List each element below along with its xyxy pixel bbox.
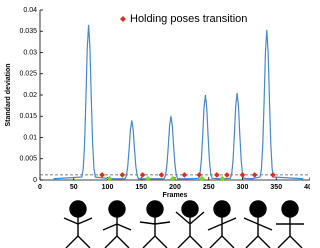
chart: Standard deviation Frames 0 0.005 0.01 0.01… <box>0 0 310 248</box>
x-tick-label: 100 <box>102 184 114 191</box>
line <box>54 25 304 179</box>
marker <box>145 176 151 182</box>
x-axis-label: Frames <box>163 192 188 199</box>
marker <box>99 172 105 178</box>
x-tick-label: 50 <box>70 184 78 191</box>
x-tick-label: 200 <box>169 184 181 191</box>
y-tick-label: 0.005 <box>19 156 37 163</box>
y-tick-label: 0.035 <box>19 28 37 35</box>
x-tick-label: 400 <box>304 184 310 191</box>
legend-marker <box>120 16 126 22</box>
marker <box>159 172 165 178</box>
marker <box>170 176 176 182</box>
y-tick-label: 0.025 <box>19 71 37 78</box>
y-tick-label: 0.01 <box>23 134 37 141</box>
y-tick-label: 0.03 <box>23 49 37 56</box>
x-tick-label: 250 <box>203 184 215 191</box>
marker <box>240 172 246 178</box>
y-tick-label: 0.015 <box>19 113 37 120</box>
marker <box>140 172 146 178</box>
stick-figures <box>64 201 304 248</box>
y-tick-label: 0.02 <box>23 92 37 99</box>
marker <box>107 176 113 182</box>
marker <box>214 172 220 178</box>
x-tick-label: 300 <box>237 184 249 191</box>
y-tick-label: 0 <box>33 177 37 184</box>
legend-label: Holding poses transition <box>130 13 247 25</box>
x-tick-label: 0 <box>38 184 42 191</box>
marker <box>252 172 258 178</box>
marker <box>219 176 225 182</box>
y-axis-label: Standard deviation <box>5 63 12 126</box>
x-tick-label: 150 <box>135 184 147 191</box>
marker <box>120 172 126 178</box>
x-tick-label: 350 <box>270 184 282 191</box>
y-tick-label: 0.04 <box>23 7 37 14</box>
marker <box>224 172 230 178</box>
marker <box>182 172 188 178</box>
